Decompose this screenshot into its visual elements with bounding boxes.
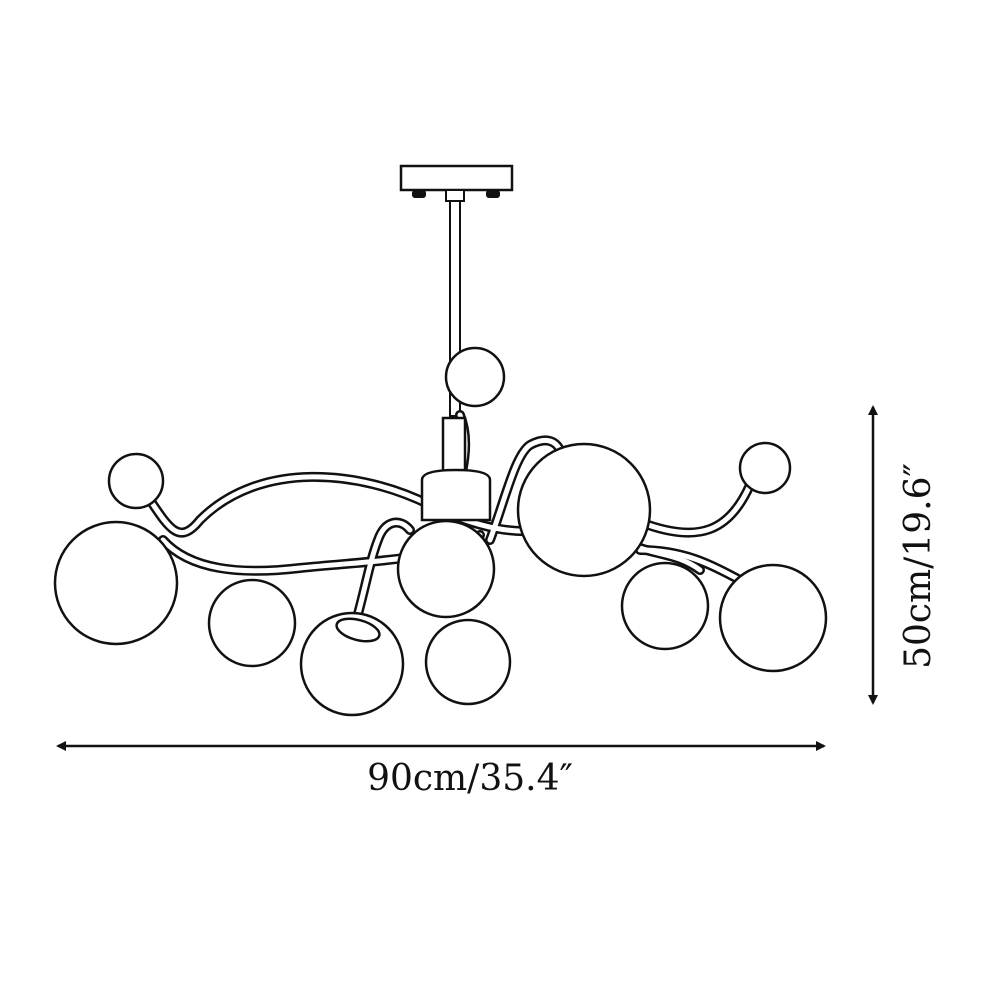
width-label: 90cm/35.4″ (367, 758, 573, 799)
glass-globes (53, 346, 828, 717)
globe (396, 519, 496, 619)
globe (207, 578, 297, 668)
central-body (420, 416, 492, 522)
globe (620, 561, 710, 651)
globe (424, 618, 512, 706)
height-label: 50cm/19.6″ (898, 463, 939, 669)
arms (145, 410, 755, 630)
globe-opening (335, 617, 381, 643)
globe (738, 441, 792, 495)
globe (516, 442, 652, 578)
globe (444, 346, 506, 408)
globe (718, 563, 828, 673)
globe (53, 520, 179, 646)
ceiling-canopy (399, 164, 514, 202)
globe (107, 452, 165, 510)
downrod (449, 200, 461, 417)
